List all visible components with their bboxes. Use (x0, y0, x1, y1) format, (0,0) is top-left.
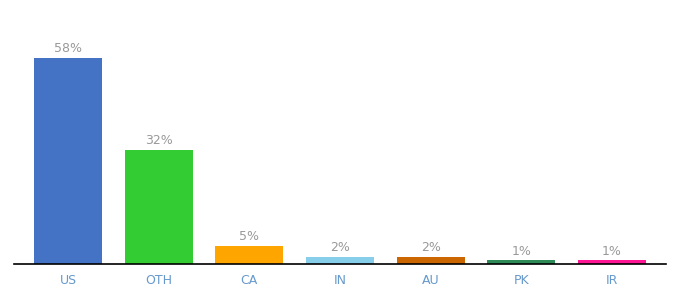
Bar (578, 260, 646, 264)
Text: 2%: 2% (421, 241, 441, 254)
Bar (396, 257, 464, 264)
Bar (124, 150, 192, 264)
Bar (488, 260, 556, 264)
Text: 32%: 32% (145, 134, 173, 147)
Text: 1%: 1% (602, 244, 622, 258)
Bar (34, 58, 102, 264)
Text: 5%: 5% (239, 230, 259, 243)
Bar (306, 257, 374, 264)
Text: 1%: 1% (511, 244, 531, 258)
Bar (216, 246, 284, 264)
Text: 58%: 58% (54, 42, 82, 55)
Text: 2%: 2% (330, 241, 350, 254)
